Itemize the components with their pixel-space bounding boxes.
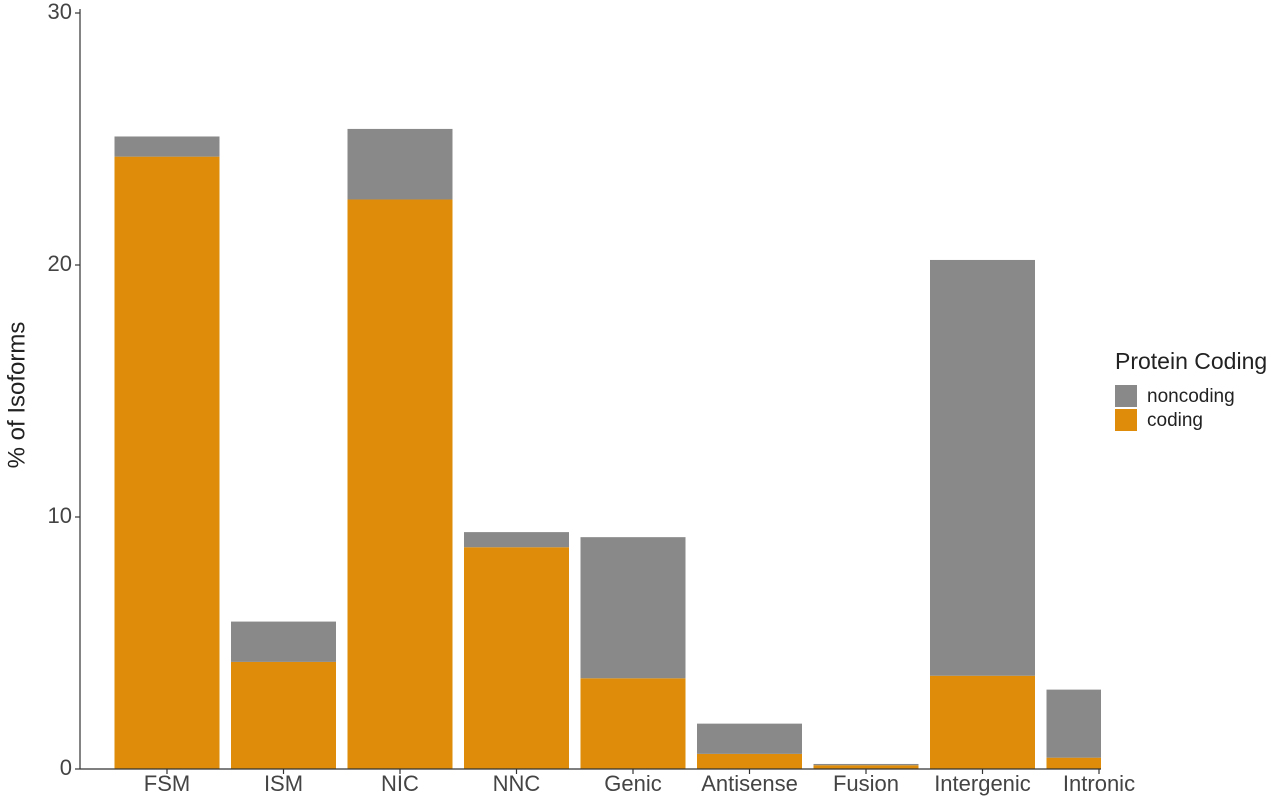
x-tick-label: NNC <box>493 771 541 796</box>
bar-segment <box>231 661 336 769</box>
x-tick-label: Intergenic <box>934 771 1031 796</box>
y-tick-label: 10 <box>48 503 72 528</box>
legend-label: coding <box>1147 410 1203 431</box>
legend-title: Protein Coding <box>1115 348 1267 374</box>
bar-segment <box>347 199 453 770</box>
bar-segment <box>697 753 802 769</box>
y-tick-label: 30 <box>48 0 72 24</box>
bar-segment <box>114 136 220 157</box>
bar-segment <box>1046 689 1101 758</box>
x-tick-label: Fusion <box>833 771 899 796</box>
x-tick-label: FSM <box>144 771 190 796</box>
bar-segment <box>464 547 569 769</box>
bar-segment <box>114 156 220 769</box>
legend-label: noncoding <box>1147 386 1235 407</box>
legend-swatch <box>1115 409 1137 431</box>
x-tick-label: Genic <box>604 771 661 796</box>
bar-segment <box>580 537 686 679</box>
x-tick-label: Intronic <box>1063 771 1135 796</box>
bar-segment <box>231 621 336 662</box>
y-tick-label: 20 <box>48 251 72 276</box>
bar-segment <box>1046 757 1101 769</box>
bar-segment <box>813 763 919 766</box>
legend-swatch <box>1115 385 1137 407</box>
bar-segment <box>464 532 569 548</box>
x-tick-label: Antisense <box>701 771 798 796</box>
bar-segment <box>347 128 453 200</box>
y-tick-label: 0 <box>60 755 72 780</box>
y-axis-title: % of Isoforms <box>3 322 30 469</box>
bar-segment <box>930 259 1035 676</box>
plot-area <box>114 128 1101 770</box>
bar-segment <box>580 678 686 769</box>
x-tick-label: ISM <box>264 771 303 796</box>
bar-segment <box>697 723 802 754</box>
bar-segment <box>813 765 919 769</box>
x-tick-label: NIC <box>381 771 419 796</box>
bar-segment <box>930 675 1035 769</box>
